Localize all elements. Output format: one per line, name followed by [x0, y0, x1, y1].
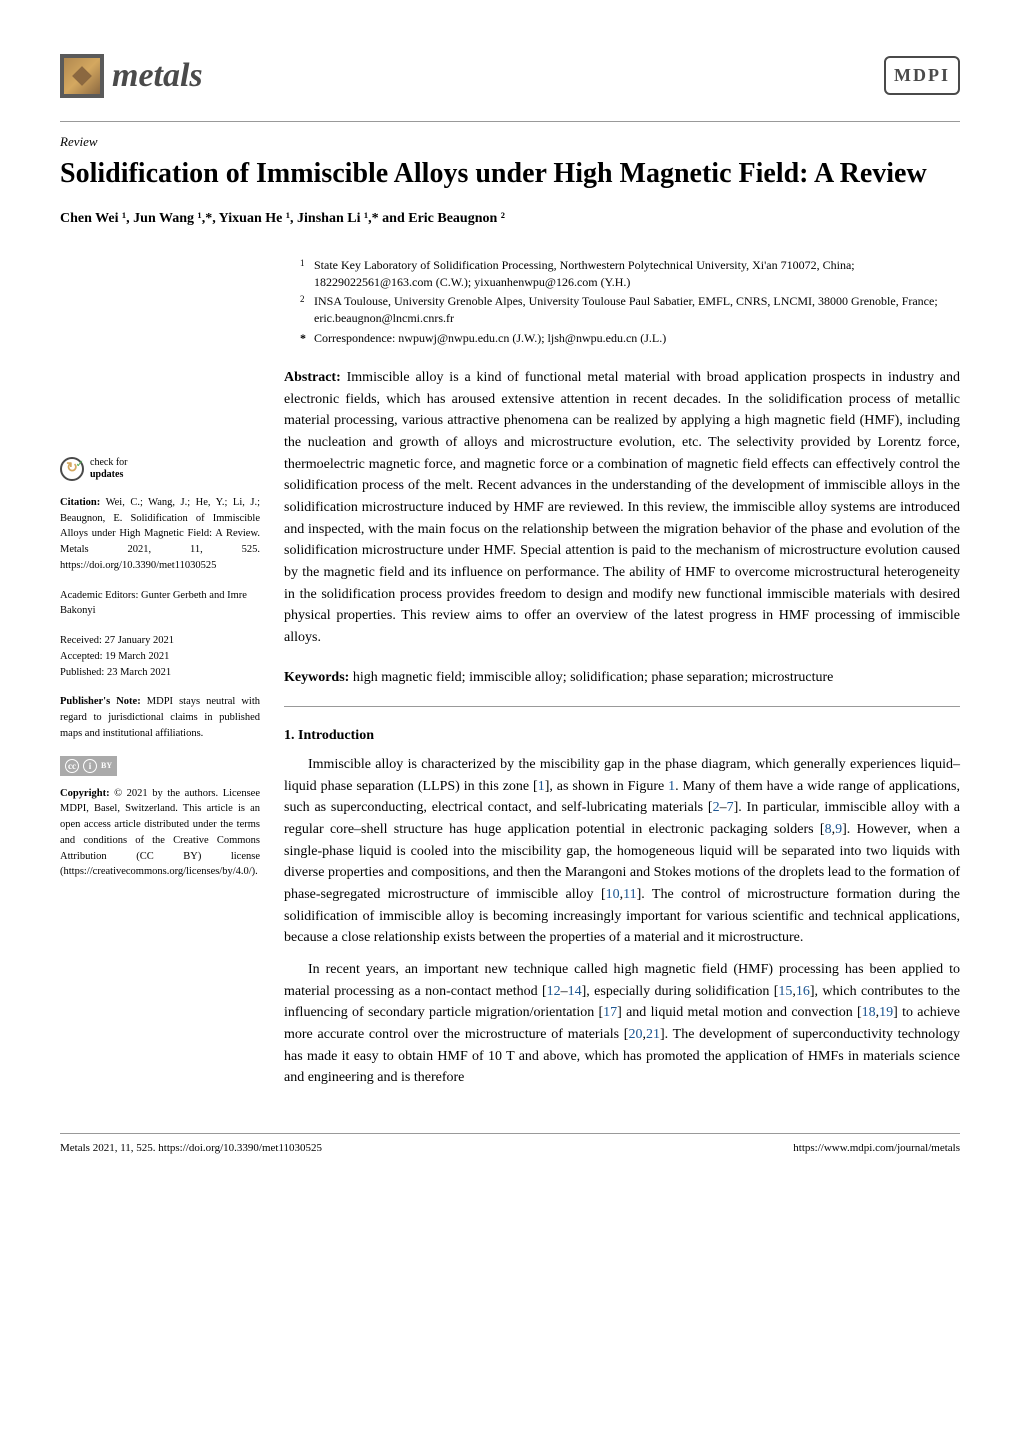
date-accepted: Accepted: 19 March 2021	[60, 649, 260, 665]
journal-logo: metals	[60, 50, 203, 101]
metals-logo-icon	[60, 54, 104, 98]
editors: Academic Editors: Gunter Gerbeth and Imr…	[60, 588, 260, 620]
aff-marker: 2	[300, 293, 314, 327]
ref-link[interactable]: 20	[628, 1027, 642, 1042]
ref-link[interactable]: 12	[547, 984, 561, 999]
by-symbol: i	[83, 759, 97, 773]
abstract: Abstract: Immiscible alloy is a kind of …	[284, 367, 960, 649]
check-line2: updates	[90, 469, 123, 480]
citation-label: Citation:	[60, 497, 100, 508]
affiliation-2: 2 INSA Toulouse, University Grenoble Alp…	[300, 293, 960, 327]
sidebar: check for updates Citation: Wei, C.; Wan…	[60, 257, 260, 1099]
keywords-label: Keywords:	[284, 670, 349, 685]
article-type: Review	[60, 132, 960, 152]
footer-left: Metals 2021, 11, 525. https://doi.org/10…	[60, 1140, 322, 1157]
date-received: Received: 27 January 2021	[60, 633, 260, 649]
aff-text: INSA Toulouse, University Grenoble Alpes…	[314, 293, 960, 327]
abstract-label: Abstract:	[284, 370, 341, 385]
keywords-text: high magnetic field; immiscible alloy; s…	[353, 670, 834, 685]
publishers-note: Publisher's Note: MDPI stays neutral wit…	[60, 694, 260, 741]
footer: Metals 2021, 11, 525. https://doi.org/10…	[60, 1133, 960, 1157]
affiliation-correspondence: * Correspondence: nwpuwj@nwpu.edu.cn (J.…	[300, 330, 960, 347]
publisher-logo: MDPI	[884, 56, 960, 95]
journal-name: metals	[112, 50, 203, 101]
aff-marker: *	[300, 330, 314, 347]
check-line1: check for	[90, 457, 127, 468]
cc-symbol: cc	[65, 759, 79, 773]
ref-link[interactable]: 17	[603, 1005, 617, 1020]
aff-text: Correspondence: nwpuwj@nwpu.edu.cn (J.W.…	[314, 330, 666, 347]
ref-link[interactable]: 18	[862, 1005, 876, 1020]
aff-text: State Key Laboratory of Solidification P…	[314, 257, 960, 291]
intro-paragraph-1: Immiscible alloy is characterized by the…	[284, 754, 960, 949]
check-updates[interactable]: check for updates	[60, 457, 260, 481]
dates: Received: 27 January 2021 Accepted: 19 M…	[60, 633, 260, 680]
cc-badge: cc i BY	[60, 756, 260, 776]
main-column: 1 State Key Laboratory of Solidification…	[284, 257, 960, 1099]
ref-link[interactable]: 8	[825, 822, 832, 837]
keywords-divider	[284, 706, 960, 707]
ref-link[interactable]: 14	[568, 984, 582, 999]
header-divider	[60, 121, 960, 122]
copyright-text: © 2021 by the authors. Licensee MDPI, Ba…	[60, 788, 260, 878]
check-updates-text: check for updates	[90, 457, 127, 481]
copyright-label: Copyright:	[60, 788, 110, 799]
ref-link[interactable]: 19	[879, 1005, 893, 1020]
affiliations: 1 State Key Laboratory of Solidification…	[284, 257, 960, 347]
article-title: Solidification of Immiscible Alloys unde…	[60, 156, 960, 192]
note-label: Publisher's Note:	[60, 696, 141, 707]
check-updates-icon	[60, 457, 84, 481]
cc-by-icon: cc i BY	[60, 756, 117, 776]
keywords: Keywords: high magnetic field; immiscibl…	[284, 667, 960, 688]
abstract-text: Immiscible alloy is a kind of functional…	[284, 370, 960, 645]
ref-link[interactable]: 7	[727, 800, 734, 815]
ref-link[interactable]: 2	[713, 800, 720, 815]
date-published: Published: 23 March 2021	[60, 665, 260, 681]
ref-link[interactable]: 21	[646, 1027, 660, 1042]
ref-link[interactable]: 11	[623, 887, 636, 902]
citation: Citation: Wei, C.; Wang, J.; He, Y.; Li,…	[60, 495, 260, 574]
section-heading: 1. Introduction	[284, 725, 960, 746]
ref-link[interactable]: 15	[778, 984, 792, 999]
header: metals MDPI	[60, 50, 960, 101]
aff-marker: 1	[300, 257, 314, 291]
ref-link[interactable]: 1	[538, 779, 545, 794]
affiliation-1: 1 State Key Laboratory of Solidification…	[300, 257, 960, 291]
copyright: Copyright: © 2021 by the authors. Licens…	[60, 786, 260, 881]
authors: Chen Wei ¹, Jun Wang ¹,*, Yixuan He ¹, J…	[60, 208, 960, 229]
main-content: check for updates Citation: Wei, C.; Wan…	[60, 257, 960, 1099]
ref-link[interactable]: 10	[606, 887, 620, 902]
intro-paragraph-2: In recent years, an important new techni…	[284, 959, 960, 1089]
ref-link[interactable]: 16	[796, 984, 810, 999]
footer-right: https://www.mdpi.com/journal/metals	[793, 1140, 960, 1157]
